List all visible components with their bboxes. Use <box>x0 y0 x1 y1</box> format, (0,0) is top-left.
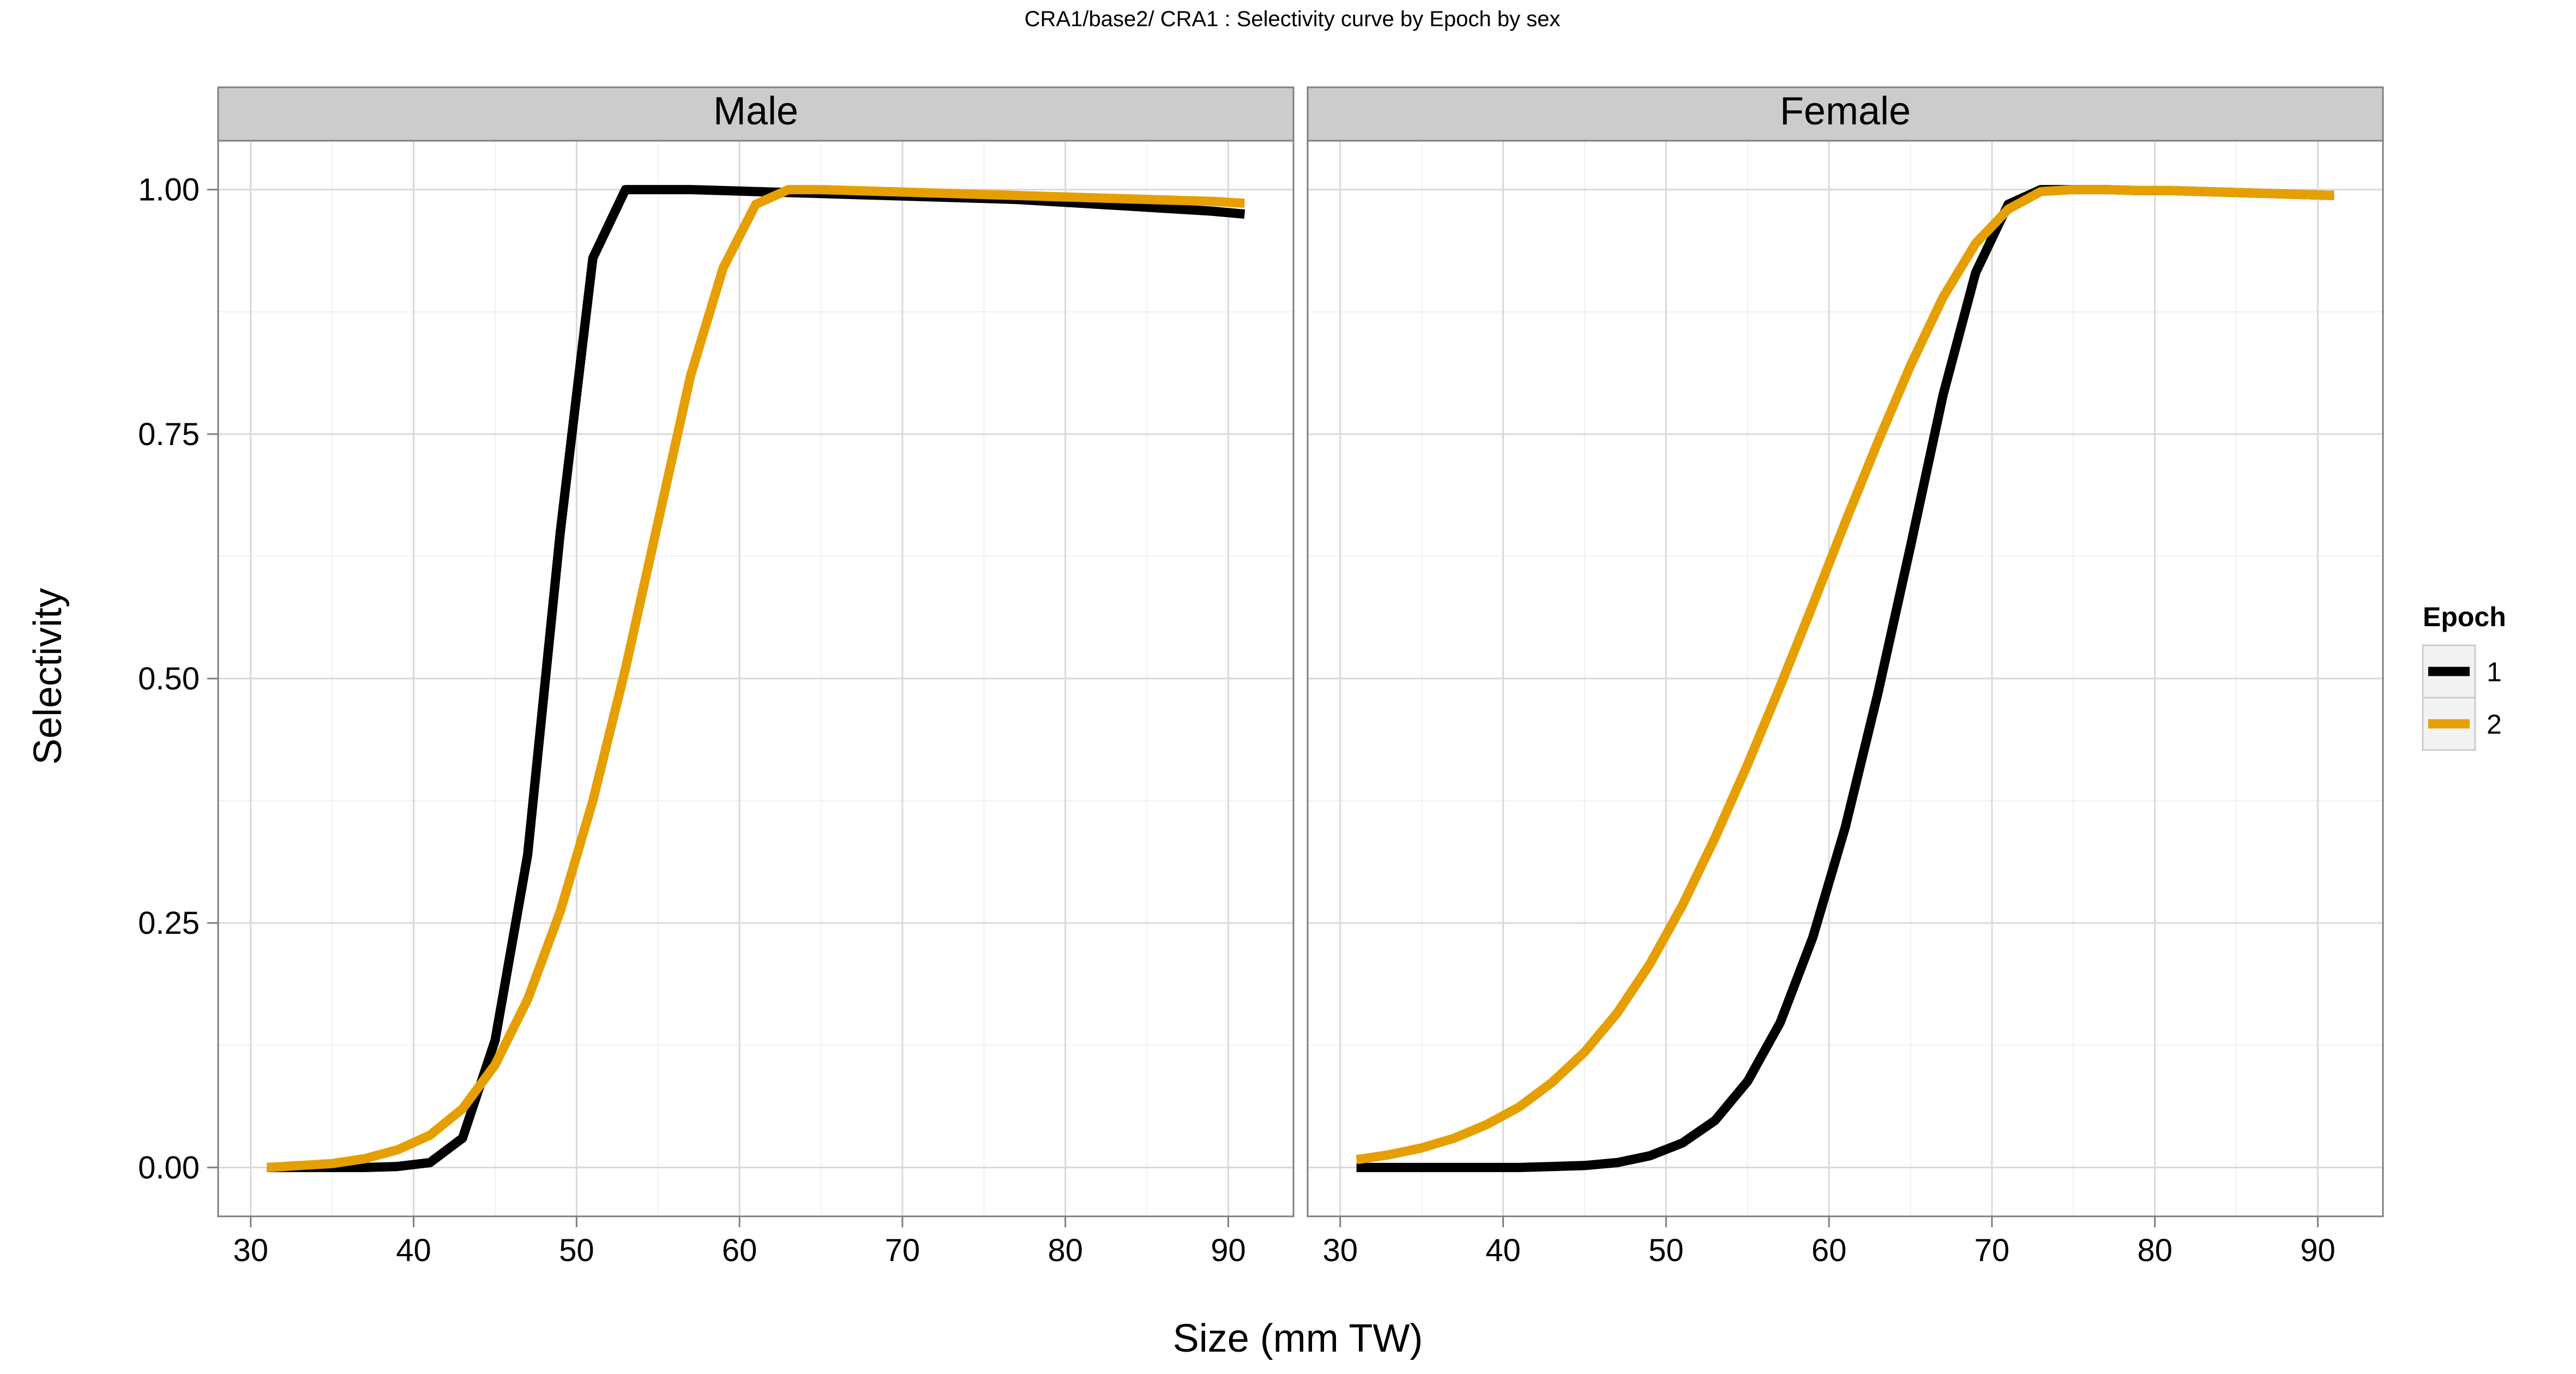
legend-label-epoch-1: 1 <box>2487 657 2502 687</box>
x-tick-label: 80 <box>2137 1233 2172 1268</box>
facet-strip <box>1307 86 2384 142</box>
x-tick-label: 90 <box>2300 1233 2336 1268</box>
y-tick-label: 0.50 <box>138 661 200 697</box>
y-tick-label: 1.00 <box>138 172 200 208</box>
panel-border <box>1307 140 2384 1217</box>
facet-panels: Male 30 40 50 60 70 80 90 0.00 0.25 0.50 0.75 1.00 Fe… <box>138 86 2384 1268</box>
series-line-epoch-1 <box>267 185 1245 1172</box>
facet-strip-label: Male <box>713 89 798 133</box>
facet-strip <box>217 86 1295 142</box>
x-tick-label: 60 <box>1811 1233 1847 1268</box>
x-tick-label: 70 <box>1975 1233 2010 1268</box>
y-tick-label: 0.00 <box>138 1150 200 1185</box>
x-tick-label: 50 <box>559 1233 594 1268</box>
y-tick-label: 0.25 <box>138 905 200 941</box>
y-axis-title: Selectivity <box>26 588 70 765</box>
series-line-epoch-2 <box>267 185 1245 1172</box>
legend-title: Epoch <box>2423 602 2506 632</box>
facet-panel-female: Female 30 40 50 60 70 80 90 <box>1307 86 2384 1268</box>
legend-label-epoch-2: 2 <box>2487 709 2502 740</box>
y-tick-label: 0.75 <box>138 417 200 452</box>
series-line-epoch-2 <box>1356 185 2334 1165</box>
x-tick-label: 40 <box>396 1233 431 1268</box>
facet-strip-label: Female <box>1780 89 1911 133</box>
chart-title: CRA1/base2/ CRA1 : Selectivity curve by … <box>1025 7 1561 31</box>
x-tick-label: 40 <box>1485 1233 1521 1268</box>
x-tick-label: 50 <box>1648 1233 1684 1268</box>
x-axis-title: Size (mm TW) <box>1173 1317 1423 1360</box>
legend-entries: 12 <box>2422 644 2502 751</box>
facet-panel-male: Male 30 40 50 60 70 80 90 0.00 0.25 0.50 0.75 1.00 <box>138 86 1295 1268</box>
x-tick-label: 80 <box>1048 1233 1083 1268</box>
x-tick-label: 30 <box>1322 1233 1358 1268</box>
x-tick-label: 70 <box>885 1233 920 1268</box>
legend: Epoch 12 <box>2422 602 2506 751</box>
x-tick-label: 90 <box>1211 1233 1246 1268</box>
x-tick-label: 30 <box>233 1233 268 1268</box>
x-tick-label: 60 <box>722 1233 757 1268</box>
